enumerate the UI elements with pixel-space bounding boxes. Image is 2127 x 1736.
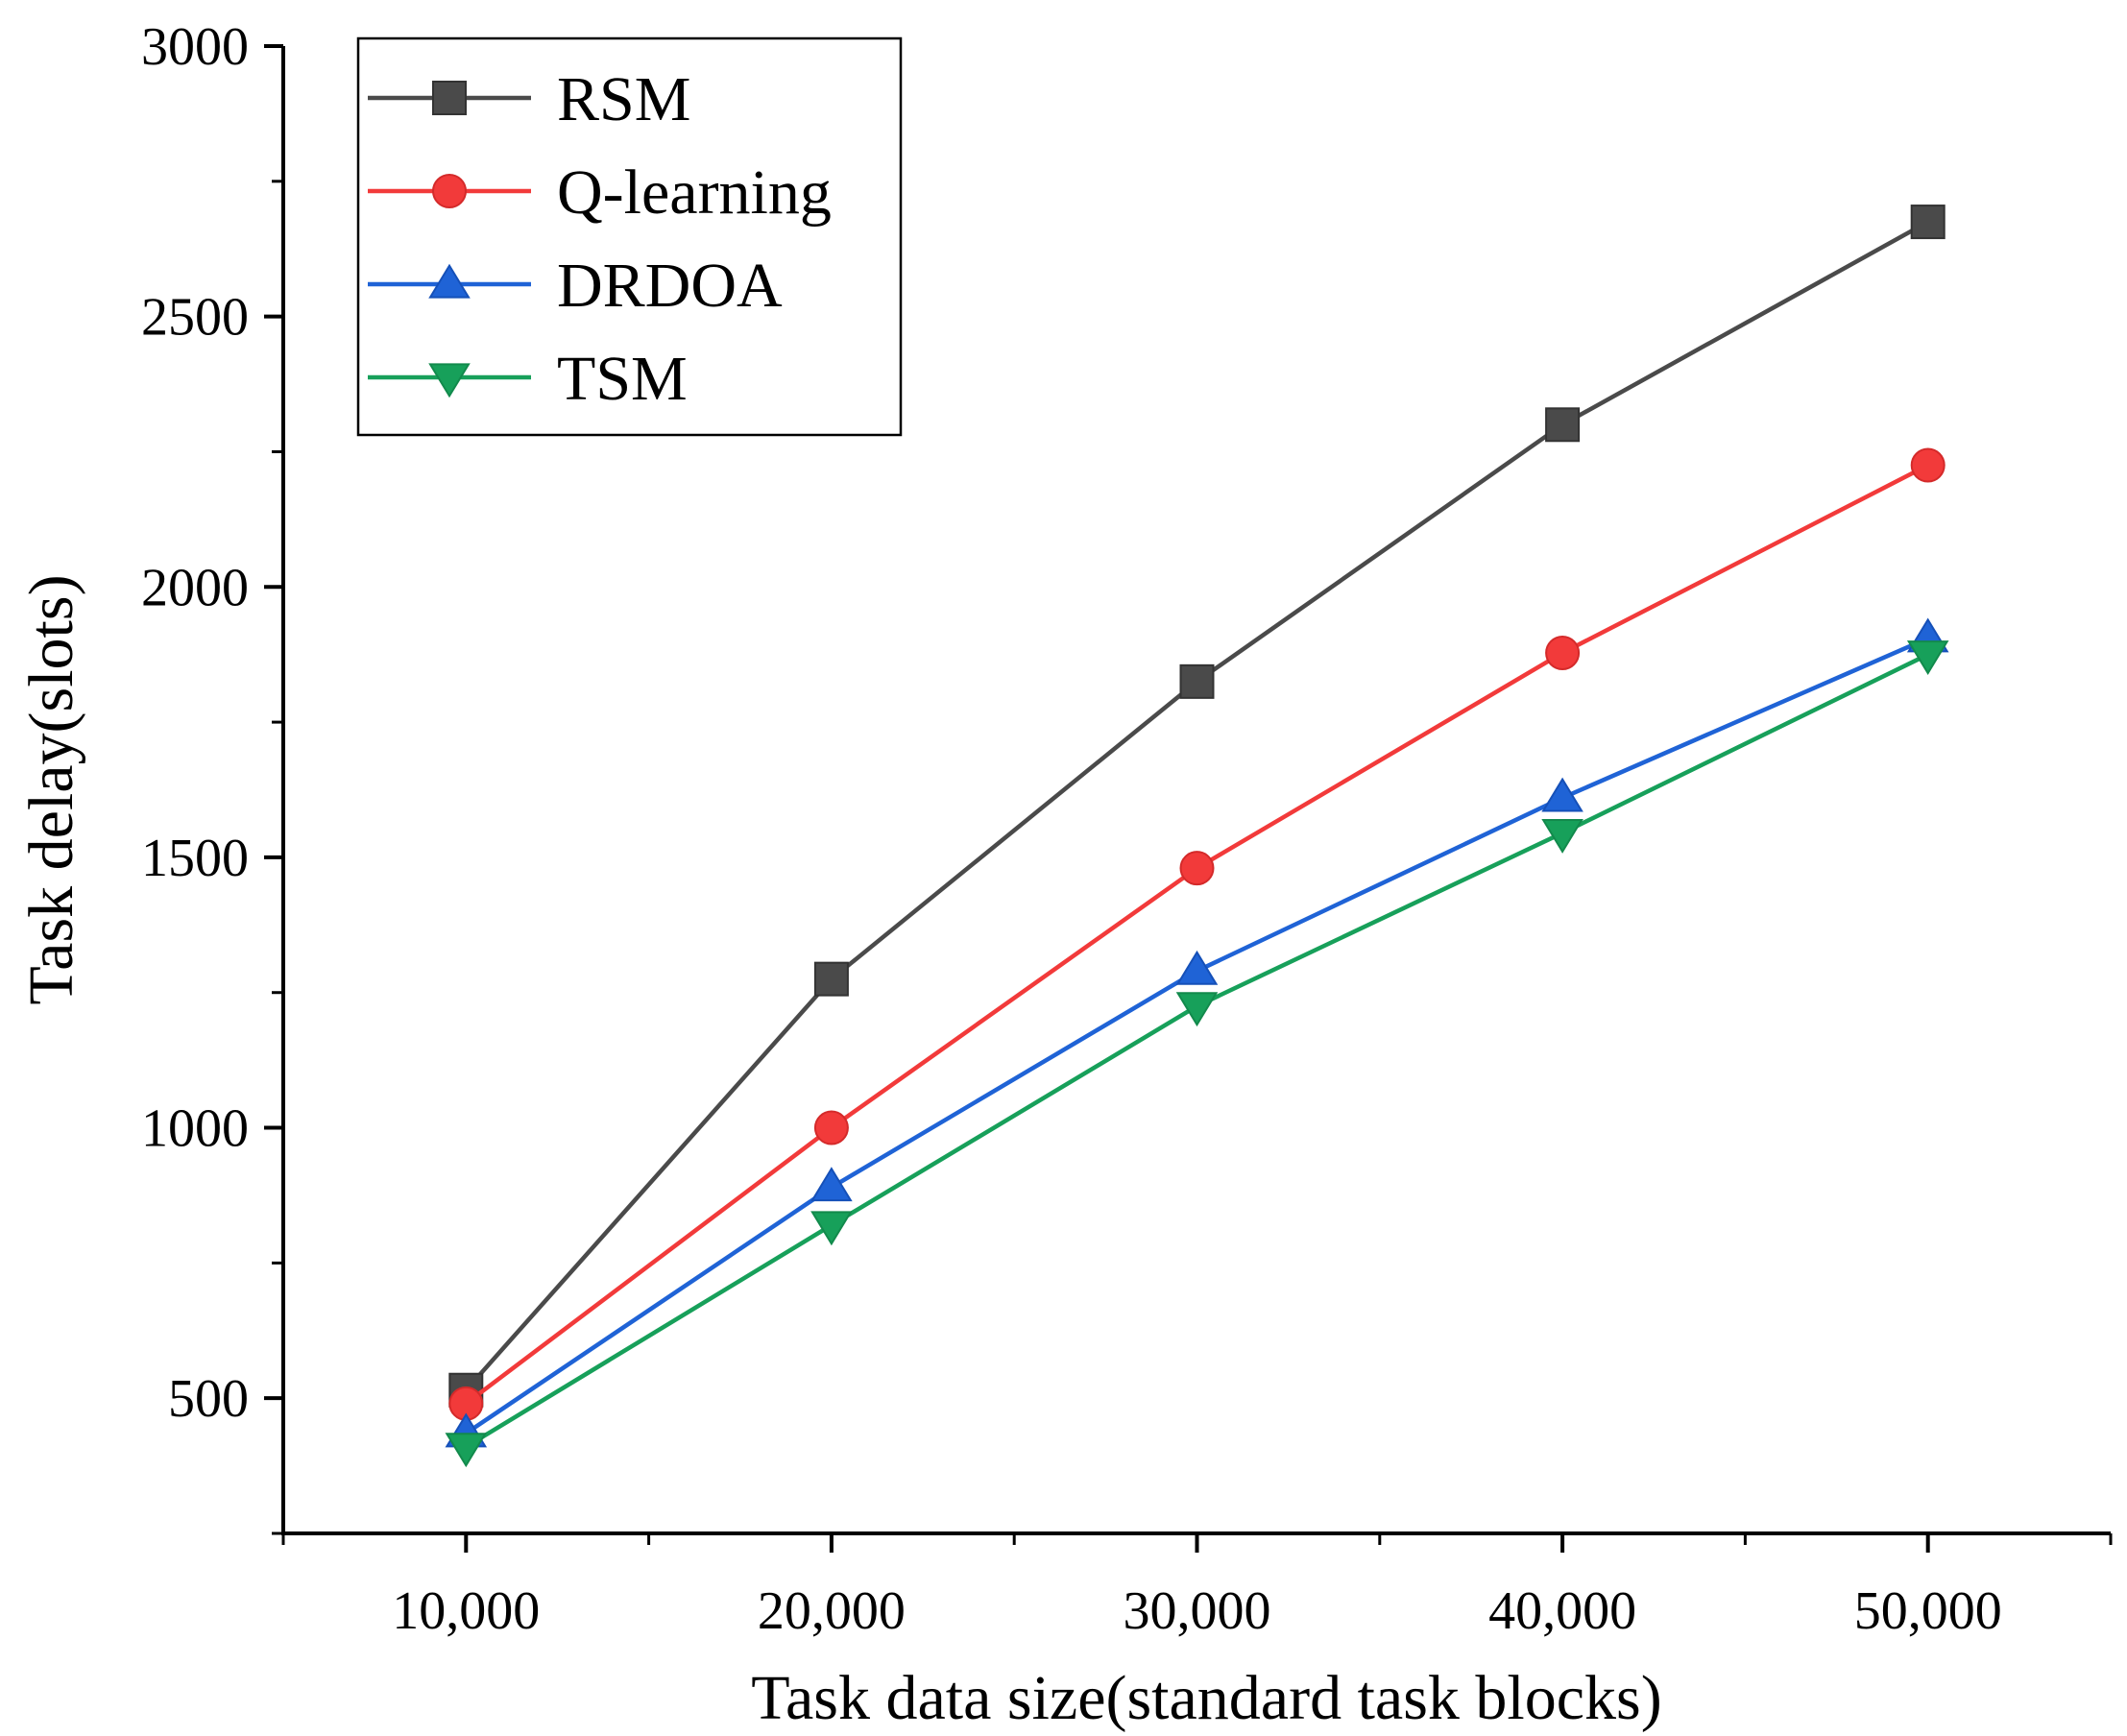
- data-point: [1545, 407, 1581, 443]
- legend-item: DRDOA: [368, 251, 783, 321]
- series-q-learning: [448, 447, 1946, 1421]
- x-tick-label: 10,000: [392, 1581, 540, 1641]
- y-tick-label: 2000: [141, 558, 249, 617]
- series-line: [465, 652, 1929, 1449]
- data-point: [1175, 950, 1219, 985]
- data-point: [1179, 851, 1215, 886]
- x-tick-label: 50,000: [1854, 1581, 2002, 1641]
- data-point: [813, 961, 849, 997]
- legend-label: TSM: [557, 344, 688, 414]
- legend-label: RSM: [557, 64, 690, 134]
- series-rsm: [448, 205, 1946, 1408]
- legend: RSM Q-learning DRDOA TSM: [356, 36, 903, 437]
- legend-label: Q-learning: [557, 157, 832, 228]
- legend-label: DRDOA: [557, 251, 783, 321]
- ticks: 10,000 20,000 30,000 40,000 50,000 500 1000 150…: [141, 17, 2113, 1641]
- legend-marker: [432, 81, 467, 115]
- y-tick-label: 1000: [141, 1099, 249, 1159]
- y-tick-label: 500: [168, 1369, 249, 1429]
- series-tsm: [445, 640, 1949, 1468]
- legend-item: RSM: [368, 64, 690, 134]
- data-point: [1179, 663, 1215, 699]
- legend-marker: [432, 174, 467, 208]
- data-point: [445, 1433, 488, 1468]
- data-point: [1906, 640, 1949, 675]
- y-tick-label: 1500: [141, 829, 249, 888]
- data-point: [810, 1211, 853, 1246]
- y-tick-label: 2500: [141, 288, 249, 348]
- y-axis-title: Task delay(slots): [16, 574, 86, 1004]
- data-point: [1545, 635, 1581, 670]
- legend-marker: [428, 263, 471, 299]
- data-point: [1541, 818, 1583, 854]
- series-group: [445, 205, 1949, 1468]
- legend-item: Q-learning: [368, 157, 832, 228]
- data-point: [1175, 992, 1219, 1027]
- series-line: [464, 463, 1929, 1406]
- y-tick-label: 3000: [141, 17, 249, 77]
- data-point: [810, 1167, 853, 1202]
- data-point: [813, 1110, 849, 1145]
- data-point: [1541, 777, 1583, 812]
- data-point: [1910, 205, 1946, 240]
- legend-marker: [428, 363, 471, 398]
- x-axis-title: Task data size(standard task blocks): [751, 1663, 1661, 1733]
- x-tick-label: 40,000: [1488, 1581, 1636, 1641]
- x-tick-label: 30,000: [1124, 1581, 1271, 1641]
- x-tick-label: 20,000: [758, 1581, 906, 1641]
- legend-item: TSM: [368, 344, 688, 414]
- data-point: [1910, 447, 1946, 483]
